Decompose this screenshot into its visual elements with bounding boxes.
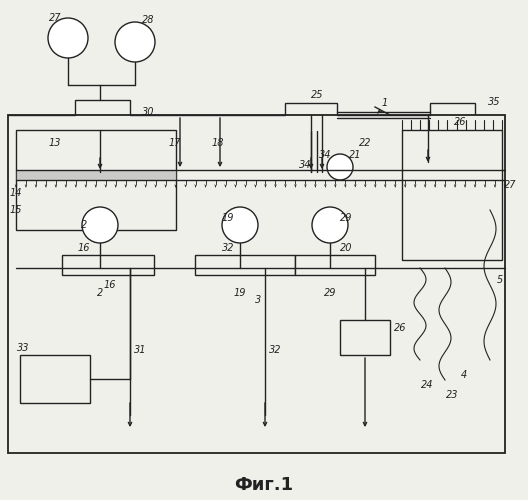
Circle shape: [312, 207, 348, 243]
Circle shape: [48, 18, 88, 58]
Text: 15: 15: [10, 205, 23, 215]
Text: 22: 22: [359, 138, 371, 148]
Bar: [340, 320, 390, 355]
Circle shape: [115, 22, 155, 62]
Text: 18: 18: [212, 138, 224, 148]
Text: 32: 32: [269, 345, 281, 355]
Text: 14: 14: [10, 188, 23, 198]
Bar: [430, 103, 475, 131]
Text: 2: 2: [97, 288, 103, 298]
Circle shape: [82, 207, 118, 243]
Bar: [20, 355, 90, 403]
Text: 27: 27: [49, 13, 61, 23]
Text: 35: 35: [488, 97, 500, 107]
Text: 16: 16: [78, 243, 90, 253]
Bar: [16, 170, 176, 180]
Text: 31: 31: [134, 345, 146, 355]
Circle shape: [222, 207, 258, 243]
Text: 3: 3: [255, 295, 261, 305]
Text: 30: 30: [142, 107, 154, 117]
Text: 32: 32: [222, 243, 234, 253]
Text: 29: 29: [324, 288, 336, 298]
Bar: [75, 100, 130, 130]
Bar: [285, 103, 337, 131]
Text: 19: 19: [234, 288, 246, 298]
Text: 27: 27: [504, 180, 516, 190]
Bar: [295, 255, 375, 275]
Bar: [62, 255, 154, 275]
Text: 16: 16: [103, 280, 116, 290]
Text: 26: 26: [454, 117, 466, 127]
Text: 33: 33: [17, 343, 30, 353]
Bar: [195, 255, 295, 275]
Text: 4: 4: [461, 370, 467, 380]
Text: 34: 34: [299, 160, 311, 170]
Text: 24: 24: [421, 380, 433, 390]
Text: 34: 34: [319, 150, 331, 160]
Text: 25: 25: [311, 90, 323, 100]
Text: 21: 21: [349, 150, 361, 160]
Text: 26: 26: [394, 323, 406, 333]
Text: Фиг.1: Фиг.1: [234, 476, 294, 494]
Bar: [402, 130, 502, 260]
Bar: [16, 130, 176, 230]
Text: 5: 5: [497, 275, 503, 285]
Text: 20: 20: [340, 243, 352, 253]
Text: 2: 2: [81, 220, 87, 230]
Text: 29: 29: [340, 213, 352, 223]
Text: 28: 28: [142, 15, 154, 25]
Text: 13: 13: [49, 138, 61, 148]
Circle shape: [327, 154, 353, 180]
Text: 19: 19: [222, 213, 234, 223]
Text: 17: 17: [169, 138, 181, 148]
Bar: [8, 115, 505, 453]
Text: 1: 1: [382, 98, 388, 108]
Text: 23: 23: [446, 390, 458, 400]
